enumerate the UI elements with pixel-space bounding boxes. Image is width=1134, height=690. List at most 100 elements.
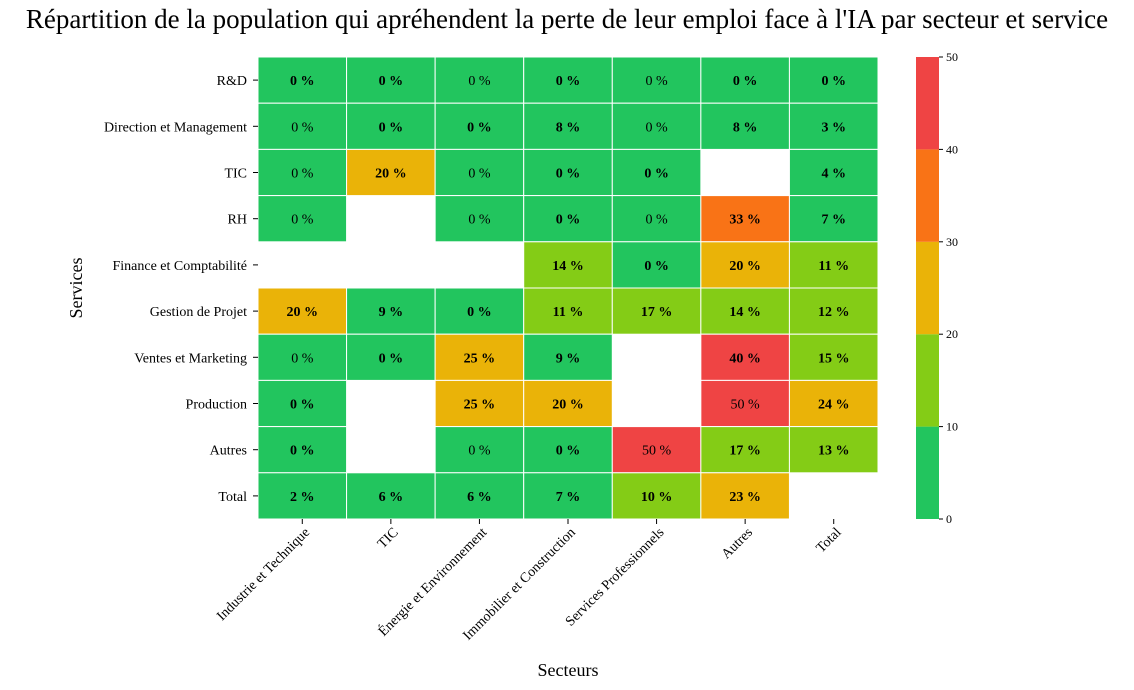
cell-label: 17 %	[641, 305, 673, 320]
heatmap-cell	[346, 472, 436, 520]
heatmap-cell	[700, 102, 790, 150]
x-tick-label: Total	[814, 525, 845, 556]
cell-label: 0 %	[468, 444, 491, 459]
y-tick-label: RH	[228, 213, 247, 228]
cell-label: 17 %	[729, 444, 761, 459]
cell-label: 50 %	[731, 398, 761, 413]
cell-label: 0 %	[379, 74, 404, 89]
cell-label: 20 %	[729, 259, 761, 274]
cell-label: 14 %	[729, 305, 761, 320]
heatmap-cell	[257, 56, 348, 104]
x-tick-label: TIC	[375, 525, 402, 552]
cell-label: 33 %	[729, 213, 761, 228]
cell-label: 8 %	[733, 120, 758, 135]
cell-label: 12 %	[818, 305, 850, 320]
colorbar-segment	[916, 57, 939, 150]
cell-label: 7 %	[821, 213, 846, 228]
cell-label: 0 %	[556, 167, 581, 182]
chart-title: Répartition de la population qui apréhen…	[25, 4, 1109, 34]
colorbar-segment	[916, 334, 939, 427]
cell-label: 0 %	[468, 74, 491, 89]
cell-label: 0 %	[556, 444, 581, 459]
cell-label: 0 %	[821, 74, 846, 89]
cell-label: 40 %	[729, 351, 761, 366]
cell-label: 8 %	[556, 120, 581, 135]
heatmap-cell	[788, 102, 879, 150]
heatmap-cell	[523, 195, 613, 243]
cell-label: 10 %	[641, 490, 673, 505]
heatmap-cell	[523, 426, 613, 474]
heatmap-cell	[611, 426, 702, 474]
x-tick-label: Services Professionnels	[563, 525, 667, 629]
cell-label: 0 %	[379, 351, 404, 366]
heatmap-cell	[434, 195, 525, 243]
y-tick-label: Gestion de Projet	[150, 305, 247, 320]
heatmap-cell	[346, 56, 436, 104]
heatmap-cell	[523, 379, 613, 428]
colorbar-tick-label: 40	[946, 142, 958, 156]
cell-label: 20 %	[552, 398, 584, 413]
cell-label: 14 %	[552, 259, 584, 274]
cell-label: 0 %	[467, 120, 492, 135]
y-tick-label: Autres	[210, 444, 247, 459]
cell-label: 11 %	[553, 305, 584, 320]
heatmap-cell	[257, 333, 348, 381]
heatmap-cell	[434, 56, 525, 104]
cell-label: 0 %	[468, 213, 491, 228]
heatmap-cell	[523, 148, 613, 197]
heatmap-cell	[257, 195, 348, 243]
cell-label: 13 %	[818, 444, 850, 459]
cell-label: 4 %	[821, 167, 846, 182]
cell-label: 20 %	[287, 305, 319, 320]
heatmap-cell	[346, 333, 436, 381]
colorbar-segment	[916, 241, 939, 335]
cell-label: 11 %	[818, 259, 849, 274]
heatmap-cell	[700, 379, 790, 428]
colorbar-segment	[916, 149, 939, 242]
cell-label: 25 %	[464, 398, 496, 413]
heatmap-cell	[700, 195, 790, 243]
y-tick-label: Production	[186, 398, 247, 413]
colorbar-tick-label: 30	[946, 235, 958, 249]
cell-label: 0 %	[291, 213, 314, 228]
cell-label: 2 %	[290, 490, 315, 505]
cell-label: 6 %	[467, 490, 492, 505]
heatmap-cell	[788, 148, 879, 197]
y-tick-label: Finance et Comptabilité	[112, 259, 247, 274]
colorbar-tick-label: 10	[946, 420, 958, 434]
x-tick-label: Autres	[719, 525, 756, 562]
cell-label: 9 %	[556, 351, 581, 366]
y-tick-label: Ventes et Marketing	[134, 351, 247, 366]
y-tick-label: Total	[218, 490, 247, 505]
heatmap-cell	[434, 102, 525, 150]
cell-label: 0 %	[644, 167, 669, 182]
heatmap-cell	[257, 379, 348, 428]
cell-label: 0 %	[291, 351, 314, 366]
heatmap-cell	[611, 148, 702, 197]
heatmap-cell	[700, 241, 790, 289]
cell-label: 0 %	[556, 74, 581, 89]
heatmap-cell	[788, 195, 879, 243]
cell-label: 0 %	[290, 74, 315, 89]
colorbar-tick-label: 0	[946, 512, 952, 526]
cell-label: 0 %	[290, 444, 315, 459]
y-axis-title: Services	[66, 258, 86, 319]
x-tick-label: Industrie et Technique	[214, 525, 313, 624]
heatmap-cell	[257, 287, 348, 335]
heatmap-cell	[346, 148, 436, 197]
heatmap-cell	[611, 195, 702, 243]
heatmap-cell	[523, 472, 613, 520]
cell-label: 0 %	[644, 259, 669, 274]
heatmap-cell	[788, 241, 879, 289]
cell-label: 0 %	[468, 167, 491, 182]
heatmap-cell	[611, 102, 702, 150]
colorbar-segment	[916, 426, 939, 519]
x-axis-title: Secteurs	[538, 660, 599, 680]
heatmap-cell	[434, 426, 525, 474]
cell-label: 9 %	[379, 305, 404, 320]
y-tick-label: TIC	[224, 167, 247, 182]
colorbar-tick-label: 50	[946, 50, 958, 64]
heatmap-cell	[611, 472, 702, 520]
cell-label: 0 %	[291, 167, 314, 182]
